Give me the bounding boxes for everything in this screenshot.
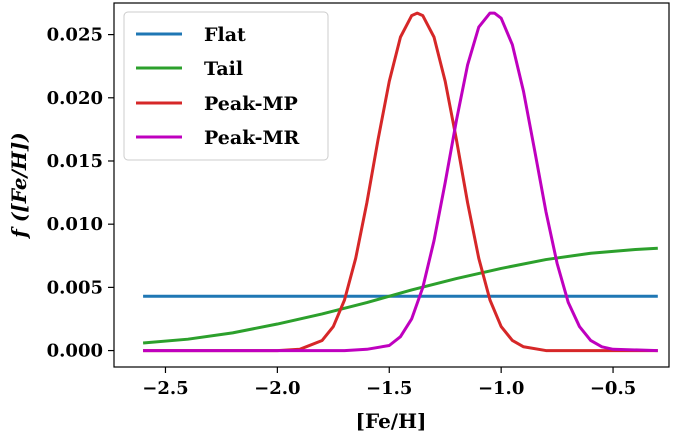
y-tick-label: 0.000 (47, 341, 103, 362)
legend-label-flat: Flat (204, 24, 246, 46)
y-axis: 0.000 0.005 0.010 0.015 0.020 0.025 (47, 25, 114, 362)
x-tick-label: −2.0 (254, 378, 300, 399)
y-tick-label: 0.025 (47, 25, 103, 46)
y-tick-label: 0.020 (47, 88, 103, 109)
x-tick-label: −1.5 (366, 378, 412, 399)
plot-area (142, 11, 658, 353)
x-tick-label: −2.5 (142, 378, 188, 399)
y-axis-label: f ([Fe/H]) (7, 132, 31, 239)
legend-label-tail: Tail (204, 58, 243, 80)
y-tick-label: 0.005 (47, 277, 103, 298)
x-tick-label: −1.0 (478, 378, 524, 399)
legend-box (123, 11, 329, 161)
y-tick-label: 0.015 (47, 151, 103, 172)
y-tick-label: 0.010 (47, 214, 103, 235)
series-line-peak-mr (143, 11, 658, 353)
series-line-tail (142, 246, 658, 345)
x-tick-label: −0.5 (590, 378, 636, 399)
x-axis-label: [Fe/H] (356, 409, 427, 433)
legend: Flat Tail Peak-MP Peak-MR (123, 11, 329, 161)
legend-label-peak-mp: Peak-MP (204, 93, 298, 115)
legend-label-peak-mr: Peak-MR (204, 127, 299, 149)
axes-frame (113, 2, 670, 368)
series-line-peak-mp (143, 11, 658, 353)
x-axis: −2.5 −2.0 −1.5 −1.0 −0.5 (142, 367, 636, 399)
